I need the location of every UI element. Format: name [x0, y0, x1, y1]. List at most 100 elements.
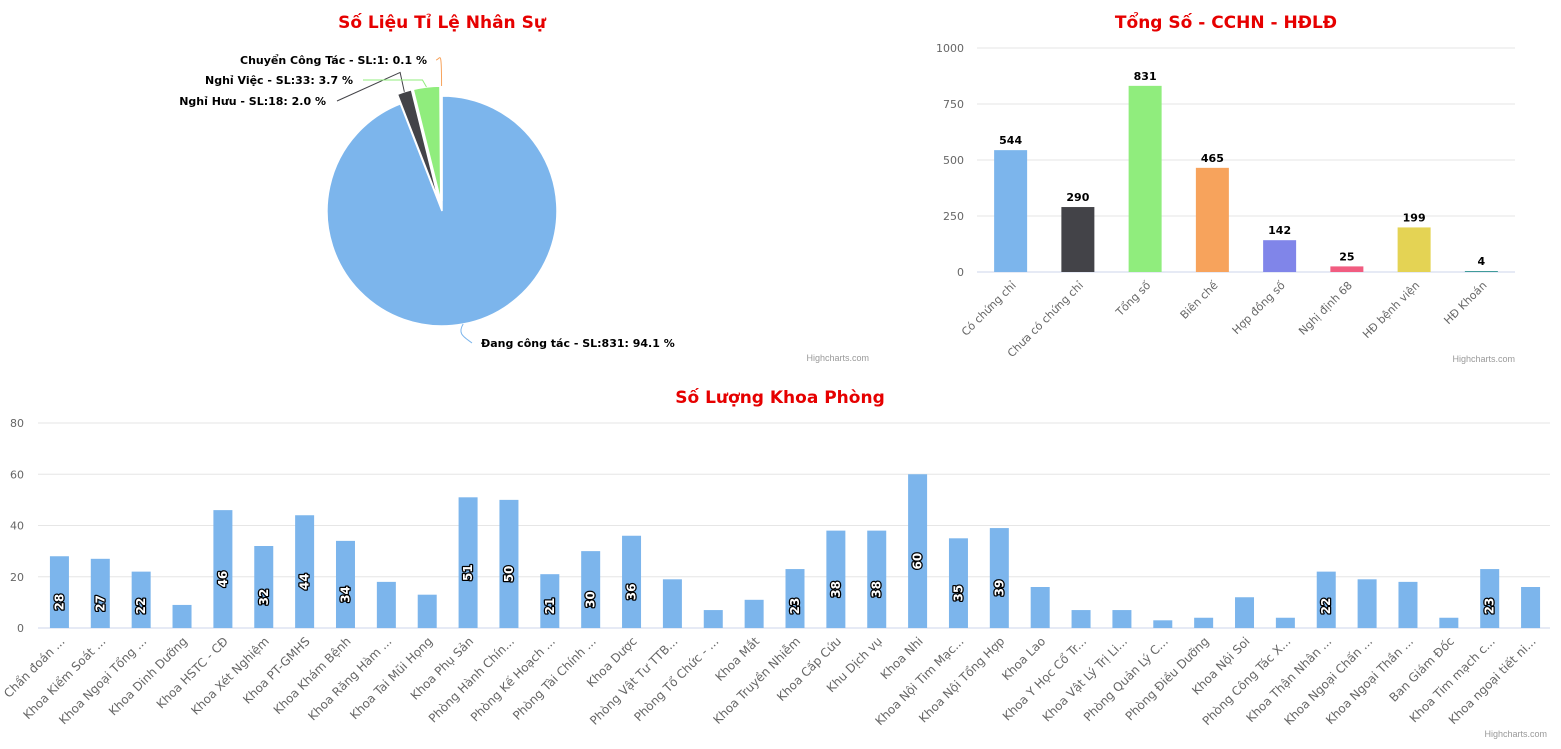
- bar2-bar[interactable]: [1235, 597, 1255, 628]
- bar2-bar[interactable]: [1112, 610, 1132, 628]
- bar2-bar[interactable]: [785, 569, 805, 628]
- bar1-bar[interactable]: [994, 150, 1028, 272]
- bar2-data-label: 22: [134, 598, 148, 615]
- bar2-bar[interactable]: [172, 604, 192, 628]
- pie-chart-title: Số Liệu Tỉ Lệ Nhân Sự: [338, 12, 547, 33]
- bar2-bar[interactable]: [335, 540, 355, 628]
- bar2-bar[interactable]: [1521, 587, 1541, 628]
- bar2-bar[interactable]: [622, 535, 642, 628]
- bar2-data-label: 32: [257, 589, 271, 606]
- pie-slice-label: Đang công tác - SL:831: 94.1 %: [481, 337, 675, 350]
- bar1-category-label: Chưa có chứng chỉ: [1005, 279, 1086, 360]
- bar2-category-label: Khoa Dinh Dưỡng: [106, 634, 190, 718]
- pie-connector: [460, 323, 473, 344]
- bar1-chart-title: Tổng Số - CCHN - HĐLĐ: [1115, 11, 1337, 33]
- bar2-data-label: 39: [992, 580, 1006, 597]
- pie-slice[interactable]: [396, 88, 440, 202]
- bar2-bar[interactable]: [1480, 569, 1500, 628]
- bar1-category-label: Nghị định 68: [1296, 279, 1355, 338]
- bar2-bar[interactable]: [1153, 620, 1173, 628]
- bar1-y-tick-label: 500: [943, 154, 964, 167]
- bar1-y-tick-label: 750: [943, 98, 964, 111]
- bar2-chart-title: Số Lượng Khoa Phòng: [675, 387, 885, 408]
- bar2-bar[interactable]: [254, 546, 274, 628]
- bar1-bar[interactable]: [1464, 271, 1498, 272]
- bar1-bar[interactable]: [1195, 167, 1229, 272]
- bar1-bar[interactable]: [1128, 85, 1162, 272]
- bar2-bar[interactable]: [908, 474, 928, 628]
- credits-link-bar1[interactable]: Highcharts.com: [1452, 354, 1515, 364]
- bar1-bar[interactable]: [1330, 266, 1364, 272]
- bar2-bar[interactable]: [295, 515, 315, 628]
- pie-slice-label: Nghỉ Hưu - SL:18: 2.0 %: [179, 95, 326, 108]
- pie-slice[interactable]: [440, 85, 443, 202]
- bar2-bar[interactable]: [744, 599, 764, 628]
- bar1-data-label: 25: [1339, 250, 1354, 263]
- bar2-bar[interactable]: [826, 530, 846, 628]
- bar2-bar[interactable]: [1275, 617, 1295, 628]
- bar-chart-department-counts: Số Lượng Khoa Phòng 0 20 40 60 80 28 27 22 46 32…: [1, 387, 1550, 739]
- bar2-category-label: Khoa HSTC - CĐ: [154, 634, 231, 711]
- pie-slice-label: Chuyển Công Tác - SL:1: 0.1 %: [240, 54, 427, 67]
- bar2-data-label: 36: [625, 584, 639, 601]
- bar2-bar[interactable]: [1071, 610, 1091, 628]
- bar2-category-labels: Chẩn đoán ...Khoa Kiểm Soát ...Khoa Ngoạ…: [1, 634, 1539, 728]
- bar2-bar[interactable]: [499, 499, 519, 628]
- bar1-bar[interactable]: [1397, 227, 1431, 272]
- pie-connector: [336, 71, 405, 102]
- bar1-y-tick-label: 250: [943, 210, 964, 223]
- bar2-bar[interactable]: [458, 497, 478, 628]
- bar2-data-label: 38: [829, 581, 843, 598]
- bar2-bar[interactable]: [948, 538, 968, 628]
- bar2-bar[interactable]: [989, 528, 1009, 628]
- bar2-bar[interactable]: [662, 579, 682, 628]
- bar2-bar[interactable]: [49, 556, 69, 628]
- bar1-bar[interactable]: [1263, 240, 1297, 272]
- bar-chart-total-cchn-hdld: Tổng Số - CCHN - HĐLĐ 0 250 500 750 1000 544…: [936, 11, 1515, 364]
- bar2-bar[interactable]: [131, 571, 151, 628]
- bar2-bar[interactable]: [867, 530, 887, 628]
- bar1-data-label: 465: [1201, 152, 1224, 165]
- bar2-y-tick-label: 0: [17, 622, 24, 635]
- bar2-bar[interactable]: [1357, 579, 1377, 628]
- pie-slice[interactable]: [412, 85, 442, 202]
- bar1-category-label: Tổng số: [1113, 279, 1154, 320]
- bar2-data-label: 28: [52, 594, 66, 611]
- bar1-data-label: 4: [1478, 255, 1486, 268]
- pie-connector: [363, 79, 427, 88]
- bar2-bar[interactable]: [90, 558, 110, 628]
- bar2-data-label: 35: [951, 585, 965, 602]
- bar2-bar[interactable]: [1398, 581, 1418, 628]
- pie-slice[interactable]: [326, 95, 558, 327]
- bar1-data-label: 199: [1403, 211, 1426, 224]
- bar1-data-label: 142: [1268, 224, 1291, 237]
- bar2-data-label: 34: [338, 586, 352, 603]
- bar2-data-label: 44: [298, 573, 312, 590]
- bar2-y-tick-label: 60: [10, 468, 24, 481]
- bar1-category-label: Có chứng chỉ: [959, 279, 1019, 339]
- bar2-bar[interactable]: [581, 551, 601, 628]
- bar2-bars: [49, 474, 1541, 628]
- bar2-bar[interactable]: [703, 610, 723, 628]
- bar2-bar[interactable]: [1316, 571, 1336, 628]
- bar2-data-label: 50: [502, 566, 516, 583]
- bar2-bar[interactable]: [1194, 617, 1214, 628]
- bar1-category-label: HĐ bệnh viện: [1360, 279, 1422, 341]
- bar2-bar[interactable]: [376, 581, 396, 628]
- credits-link-pie[interactable]: Highcharts.com: [806, 353, 869, 363]
- bar1-bars: [994, 85, 1498, 272]
- bar2-data-label: 23: [1483, 598, 1497, 615]
- bar2-data-label: 60: [911, 553, 925, 570]
- bar2-bar[interactable]: [417, 594, 437, 628]
- bar2-category-label: Khoa Khám Bệnh: [271, 634, 354, 717]
- bar2-bar[interactable]: [540, 574, 560, 628]
- bar2-bar[interactable]: [1439, 617, 1459, 628]
- bar2-bar[interactable]: [1030, 587, 1050, 628]
- bar1-category-label: Biên chế: [1178, 279, 1221, 322]
- bar2-bar[interactable]: [213, 510, 233, 628]
- pie-slices: [326, 85, 558, 327]
- credits-link-bar2[interactable]: Highcharts.com: [1484, 729, 1547, 739]
- bar1-bar[interactable]: [1061, 207, 1095, 272]
